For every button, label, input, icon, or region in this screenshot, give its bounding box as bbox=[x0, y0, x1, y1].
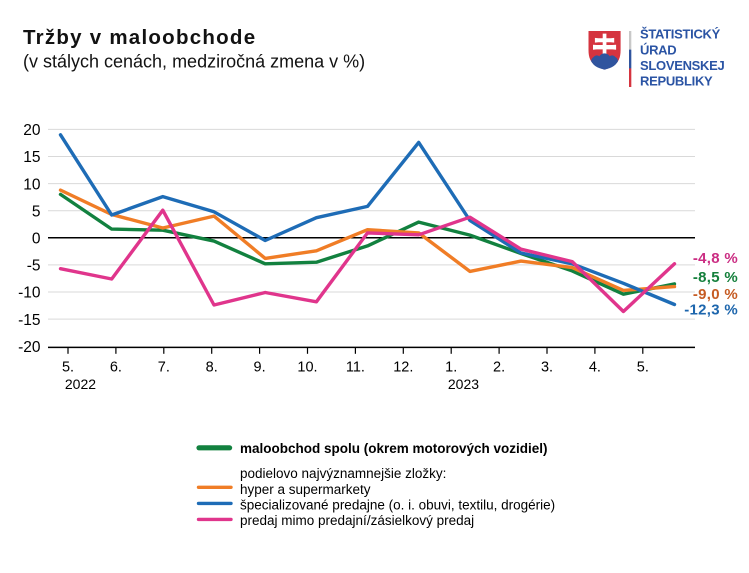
svg-text:7.: 7. bbox=[158, 360, 170, 376]
svg-text:2.: 2. bbox=[493, 360, 505, 376]
svg-text:hyper a supermarkety: hyper a supermarkety bbox=[240, 482, 371, 497]
svg-text:11.: 11. bbox=[346, 360, 365, 376]
svg-text:2023: 2023 bbox=[448, 376, 479, 392]
svg-text:10.: 10. bbox=[297, 360, 317, 376]
svg-text:maloobchod spolu (okrem motoro: maloobchod spolu (okrem motorových vozid… bbox=[240, 441, 548, 456]
svg-text:-10: -10 bbox=[18, 285, 41, 302]
svg-text:2022: 2022 bbox=[65, 376, 96, 392]
svg-text:15: 15 bbox=[23, 149, 40, 166]
svg-text:-5: -5 bbox=[27, 258, 41, 275]
svg-text:12.: 12. bbox=[393, 360, 413, 376]
svg-text:0: 0 bbox=[32, 231, 41, 248]
svg-text:20: 20 bbox=[23, 122, 41, 139]
svg-text:-8,5 %: -8,5 % bbox=[693, 269, 738, 286]
svg-text:ŠTATISTICKÝ: ŠTATISTICKÝ bbox=[640, 27, 721, 42]
svg-text:špecializované predajne (o. i.: špecializované predajne (o. i. obuvi, te… bbox=[240, 498, 555, 513]
svg-text:5: 5 bbox=[32, 203, 41, 220]
svg-text:(v stálych cenách, medziročná: (v stálych cenách, medziročná zmena v %) bbox=[23, 52, 365, 72]
svg-text:-15: -15 bbox=[18, 312, 40, 329]
svg-text:4.: 4. bbox=[589, 360, 601, 376]
svg-text:-4,8 %: -4,8 % bbox=[693, 250, 738, 267]
svg-text:REPUBLIKY: REPUBLIKY bbox=[640, 74, 713, 89]
svg-text:9.: 9. bbox=[254, 360, 266, 376]
svg-text:5.: 5. bbox=[62, 360, 74, 376]
svg-text:6.: 6. bbox=[110, 360, 122, 376]
svg-text:3.: 3. bbox=[541, 360, 553, 376]
svg-text:predaj mimo predajní/zásielkov: predaj mimo predajní/zásielkový predaj bbox=[240, 513, 474, 528]
svg-text:SLOVENSKEJ: SLOVENSKEJ bbox=[640, 58, 724, 73]
svg-text:-20: -20 bbox=[18, 339, 41, 356]
svg-text:Tržby v maloobchode: Tržby v maloobchode bbox=[23, 26, 256, 49]
svg-text:8.: 8. bbox=[206, 360, 218, 376]
svg-text:1.: 1. bbox=[445, 360, 457, 376]
svg-text:-9,0 %: -9,0 % bbox=[693, 286, 738, 303]
svg-text:podielovo najvýznamnejšie zlož: podielovo najvýznamnejšie zložky: bbox=[240, 466, 446, 481]
svg-text:ÚRAD: ÚRAD bbox=[640, 42, 676, 57]
svg-text:-12,3 %: -12,3 % bbox=[684, 302, 738, 319]
svg-text:5.: 5. bbox=[637, 360, 649, 376]
svg-text:10: 10 bbox=[23, 176, 41, 193]
